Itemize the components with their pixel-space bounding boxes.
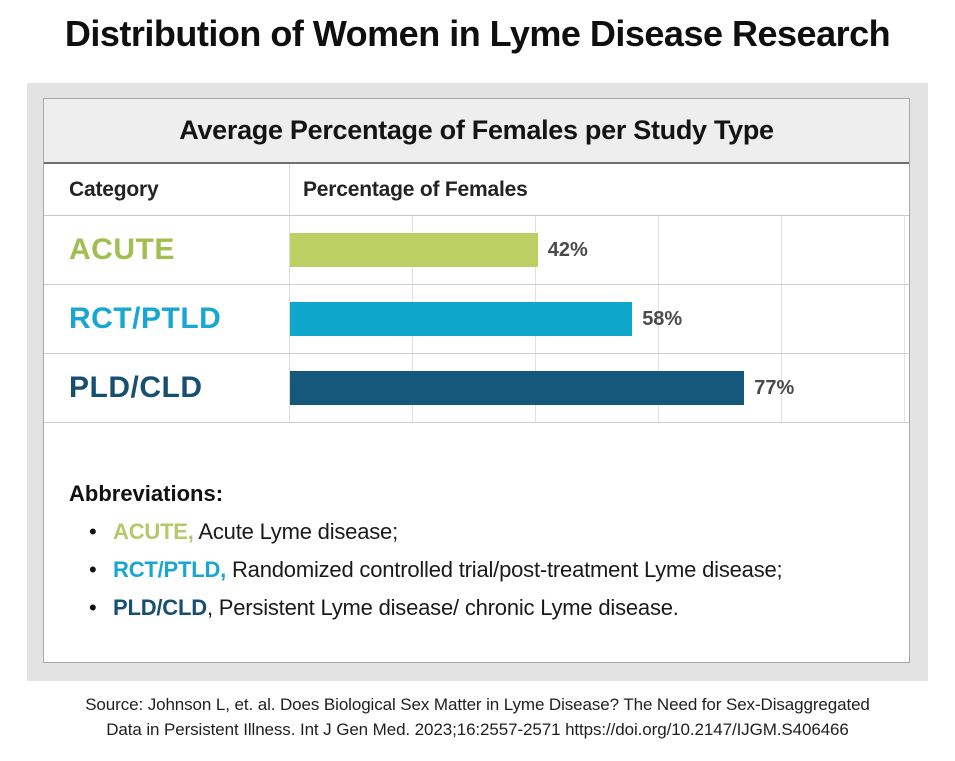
abbreviation-item: • PLD/CLD, Persistent Lyme disease/ chro…: [69, 595, 884, 621]
bar-track: 77%: [289, 354, 909, 422]
table-header: Category Percentage of Females: [44, 164, 909, 216]
column-header-percentage: Percentage of Females: [289, 164, 909, 215]
chart-card: Average Percentage of Females per Study …: [43, 98, 910, 663]
chart-title: Average Percentage of Females per Study …: [44, 99, 909, 164]
bar-track: 58%: [289, 285, 909, 353]
page-title: Distribution of Women in Lyme Disease Re…: [64, 13, 891, 54]
bar: [290, 371, 745, 405]
abbreviation-term: ACUTE,: [113, 519, 194, 544]
bar-value-label: 58%: [642, 307, 683, 330]
table-row: ACUTE 42%: [44, 216, 909, 285]
bar-track: 42%: [289, 216, 909, 284]
source-line-1: Source: Johnson L, et. al. Does Biologic…: [85, 695, 870, 714]
category-cell: PLD/CLD: [44, 354, 289, 422]
abbreviation-term: RCT/PTLD,: [113, 557, 227, 582]
category-label: ACUTE: [69, 233, 175, 266]
abbreviation-definition: Acute Lyme disease;: [193, 519, 399, 544]
abbreviations-heading: Abbreviations:: [69, 481, 224, 506]
bar-value-label: 42%: [547, 238, 588, 261]
abbreviations-section: Abbreviations: • ACUTE, Acute Lyme disea…: [44, 423, 909, 621]
category-label: PLD/CLD: [69, 371, 203, 404]
infographic-panel: Average Percentage of Females per Study …: [27, 83, 928, 681]
abbreviation-term: PLD/CLD: [113, 595, 207, 620]
source-line-2: Data in Persistent Illness. Int J Gen Me…: [106, 720, 849, 739]
category-cell: ACUTE: [44, 216, 289, 284]
bullet-icon: •: [89, 519, 97, 544]
abbreviation-text: ACUTE, Acute Lyme disease;: [113, 519, 398, 545]
table-row: PLD/CLD 77%: [44, 354, 909, 423]
bar: [290, 302, 633, 336]
table-row: RCT/PTLD 58%: [44, 285, 909, 354]
bar: [290, 233, 538, 267]
abbreviation-text: RCT/PTLD, Randomized controlled trial/po…: [113, 557, 783, 583]
category-cell: RCT/PTLD: [44, 285, 289, 353]
abbreviation-item: • RCT/PTLD, Randomized controlled trial/…: [69, 557, 884, 583]
source-citation: Source: Johnson L, et. al. Does Biologic…: [0, 692, 955, 742]
bar-value-label: 77%: [754, 376, 795, 399]
abbreviation-definition: Randomized controlled trial/post-treatme…: [226, 557, 783, 582]
bullet-icon: •: [89, 595, 97, 620]
abbreviation-definition: , Persistent Lyme disease/ chronic Lyme …: [206, 595, 679, 620]
category-label: RCT/PTLD: [69, 302, 222, 335]
abbreviation-item: • ACUTE, Acute Lyme disease;: [69, 519, 884, 545]
abbreviation-text: PLD/CLD, Persistent Lyme disease/ chroni…: [113, 595, 679, 621]
bullet-icon: •: [89, 557, 97, 582]
column-header-category: Category: [69, 177, 159, 201]
